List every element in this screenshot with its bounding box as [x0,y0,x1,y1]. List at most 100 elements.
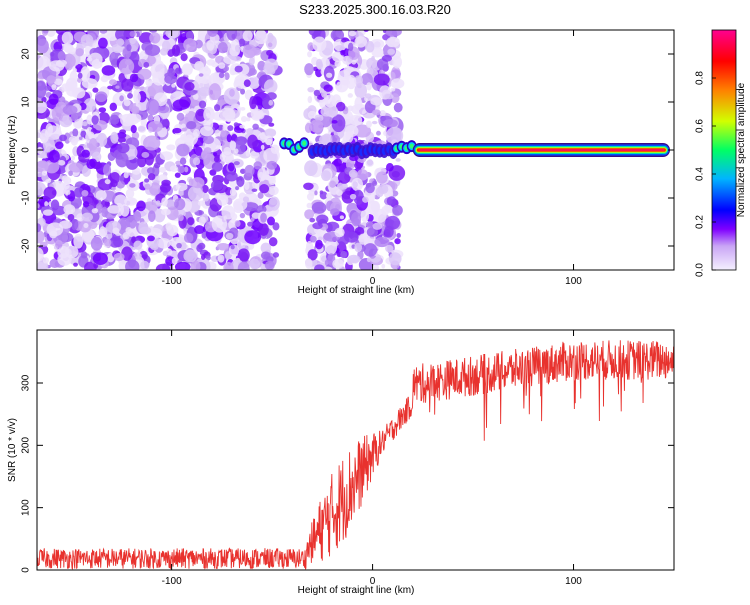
heatmap-noise-blob [132,210,142,222]
heatmap-noise-blob [324,238,338,255]
heatmap-x-ticks: -100 0 100 [162,30,582,287]
heatmap-noise-blob [326,72,333,78]
heatmap-noise-blob [371,120,378,125]
heatmap-noise-blob [82,121,88,127]
heatmap-noise-blob [73,87,86,99]
heatmap-noise-blob [348,30,357,37]
heatmap-noise-blob [213,156,220,163]
heatmap-noise-blob [331,119,338,124]
heatmap-noise-blob [235,186,239,191]
heatmap-noise-blob [72,128,79,137]
heatmap-noise-blob [64,44,73,54]
heatmap-noise-blob [177,165,185,174]
heatmap-noise-blob [217,42,228,54]
colorbar-tick-label: 0.0 [695,263,706,277]
heatmap-noise-blob [347,42,354,52]
heatmap-noise-blob [68,80,78,92]
heatmap-noise-blob [206,39,215,51]
heatmap-noise-blob [120,113,135,127]
heatmap-noise-blob [102,164,112,176]
heatmap-noise-blob [382,30,387,34]
heatmap-noise-blob [42,30,49,34]
snr-x-tick-label: 0 [370,576,376,587]
heatmap-noise-blob [175,182,188,192]
heatmap-noise-blob [258,222,269,236]
heatmap-noise-blob [107,205,122,214]
heatmap-noise-blob [65,190,71,195]
heatmap-noise-blob [70,113,79,122]
heatmap-noise-blob [217,254,225,263]
heatmap-noise-blob [265,256,274,263]
heatmap-noise-blob [174,198,186,211]
heatmap-noise-blob [149,182,161,196]
heatmap-noise-blob [392,55,403,69]
heatmap-noise-blob [372,222,383,230]
heatmap-noise-blob [329,134,341,146]
heatmap-noise-blob [110,131,119,144]
heatmap-noise-blob [48,93,59,105]
colorbar: 0.0 0.2 0.4 0.6 0.8 Normalized spectral ampl… [695,29,747,277]
heatmap-noise-blob [83,98,97,112]
heatmap-noise-blob [37,38,49,54]
heatmap-noise-blob [353,124,372,138]
heatmap-noise-blob [91,208,99,214]
heatmap-noise-blob [365,41,375,53]
heatmap-noise-blob [86,159,96,170]
heatmap-noise-blob [42,209,54,216]
heatmap-noise-blob [309,217,316,223]
heatmap-noise-blob [364,93,372,99]
heatmap-noise-blob [344,231,359,243]
heatmap-noise-blob [240,115,248,122]
snr-x-tick-label: -100 [162,576,182,587]
heatmap-noise-blob [349,114,363,126]
heatmap-noise-blob [373,265,380,270]
heatmap-noise-blob [325,221,340,232]
heatmap-noise-blob [203,135,215,145]
heatmap-noise-blob [101,65,116,76]
heatmap-noise-blob [78,136,83,141]
heatmap-noise-blob [140,260,150,270]
heatmap-noise-blob [171,83,176,88]
heatmap-noise-blob [348,169,358,178]
heatmap-noise-blob [126,44,132,52]
colorbar-tick-label: 0.8 [695,71,706,85]
colorbar-tick-label: 0.6 [695,119,706,133]
snr-frame [36,329,675,571]
heatmap-noise-blob [49,258,61,268]
heatmap-noise-blob [263,79,278,94]
heatmap-noise-blob [183,249,198,263]
heatmap-noise-blob [131,236,136,244]
heatmap-noise-blob [244,164,255,177]
heatmap-noise-blob [176,143,190,157]
heatmap-noise-blob [307,110,317,119]
heatmap-noise-blob [386,163,394,172]
heatmap-noise-blob [388,252,402,266]
heatmap-noise-blob [167,68,176,77]
snr-y-label: SNR (10 * v/v) [7,418,18,482]
heatmap-noise-blob [183,38,197,52]
heatmap-noise-blob [317,236,323,241]
heatmap-noise-blob [229,140,237,151]
heatmap-noise-blob [216,194,229,206]
heatmap-noise-blob [120,203,130,217]
heatmap-noise-blob [37,230,45,244]
heatmap-noise-blob [362,196,369,203]
heatmap-noise-blob [323,84,333,92]
heatmap-noise-blob [109,114,120,125]
heatmap-noise-blob [117,136,126,143]
snr-x-tick-label: 100 [565,576,582,587]
heatmap-y-tick-label: -20 [21,238,32,253]
heatmap-noise-blob [147,210,156,222]
heatmap-noise-blob [220,128,227,138]
heatmap-noise-blob [183,232,194,243]
heatmap-noise-blob [363,243,378,257]
heatmap-noise-blob [264,128,277,138]
heatmap-noise-blob [108,79,118,86]
heatmap-noise-blob [263,63,275,75]
heatmap-noise-blob [333,158,342,167]
heatmap-noise-blob [313,89,321,97]
heatmap-noise-blob [374,236,390,248]
heatmap-noise-blob [237,248,250,262]
heatmap-noise-blob [131,106,140,115]
heatmap-noise-blob [74,187,84,198]
